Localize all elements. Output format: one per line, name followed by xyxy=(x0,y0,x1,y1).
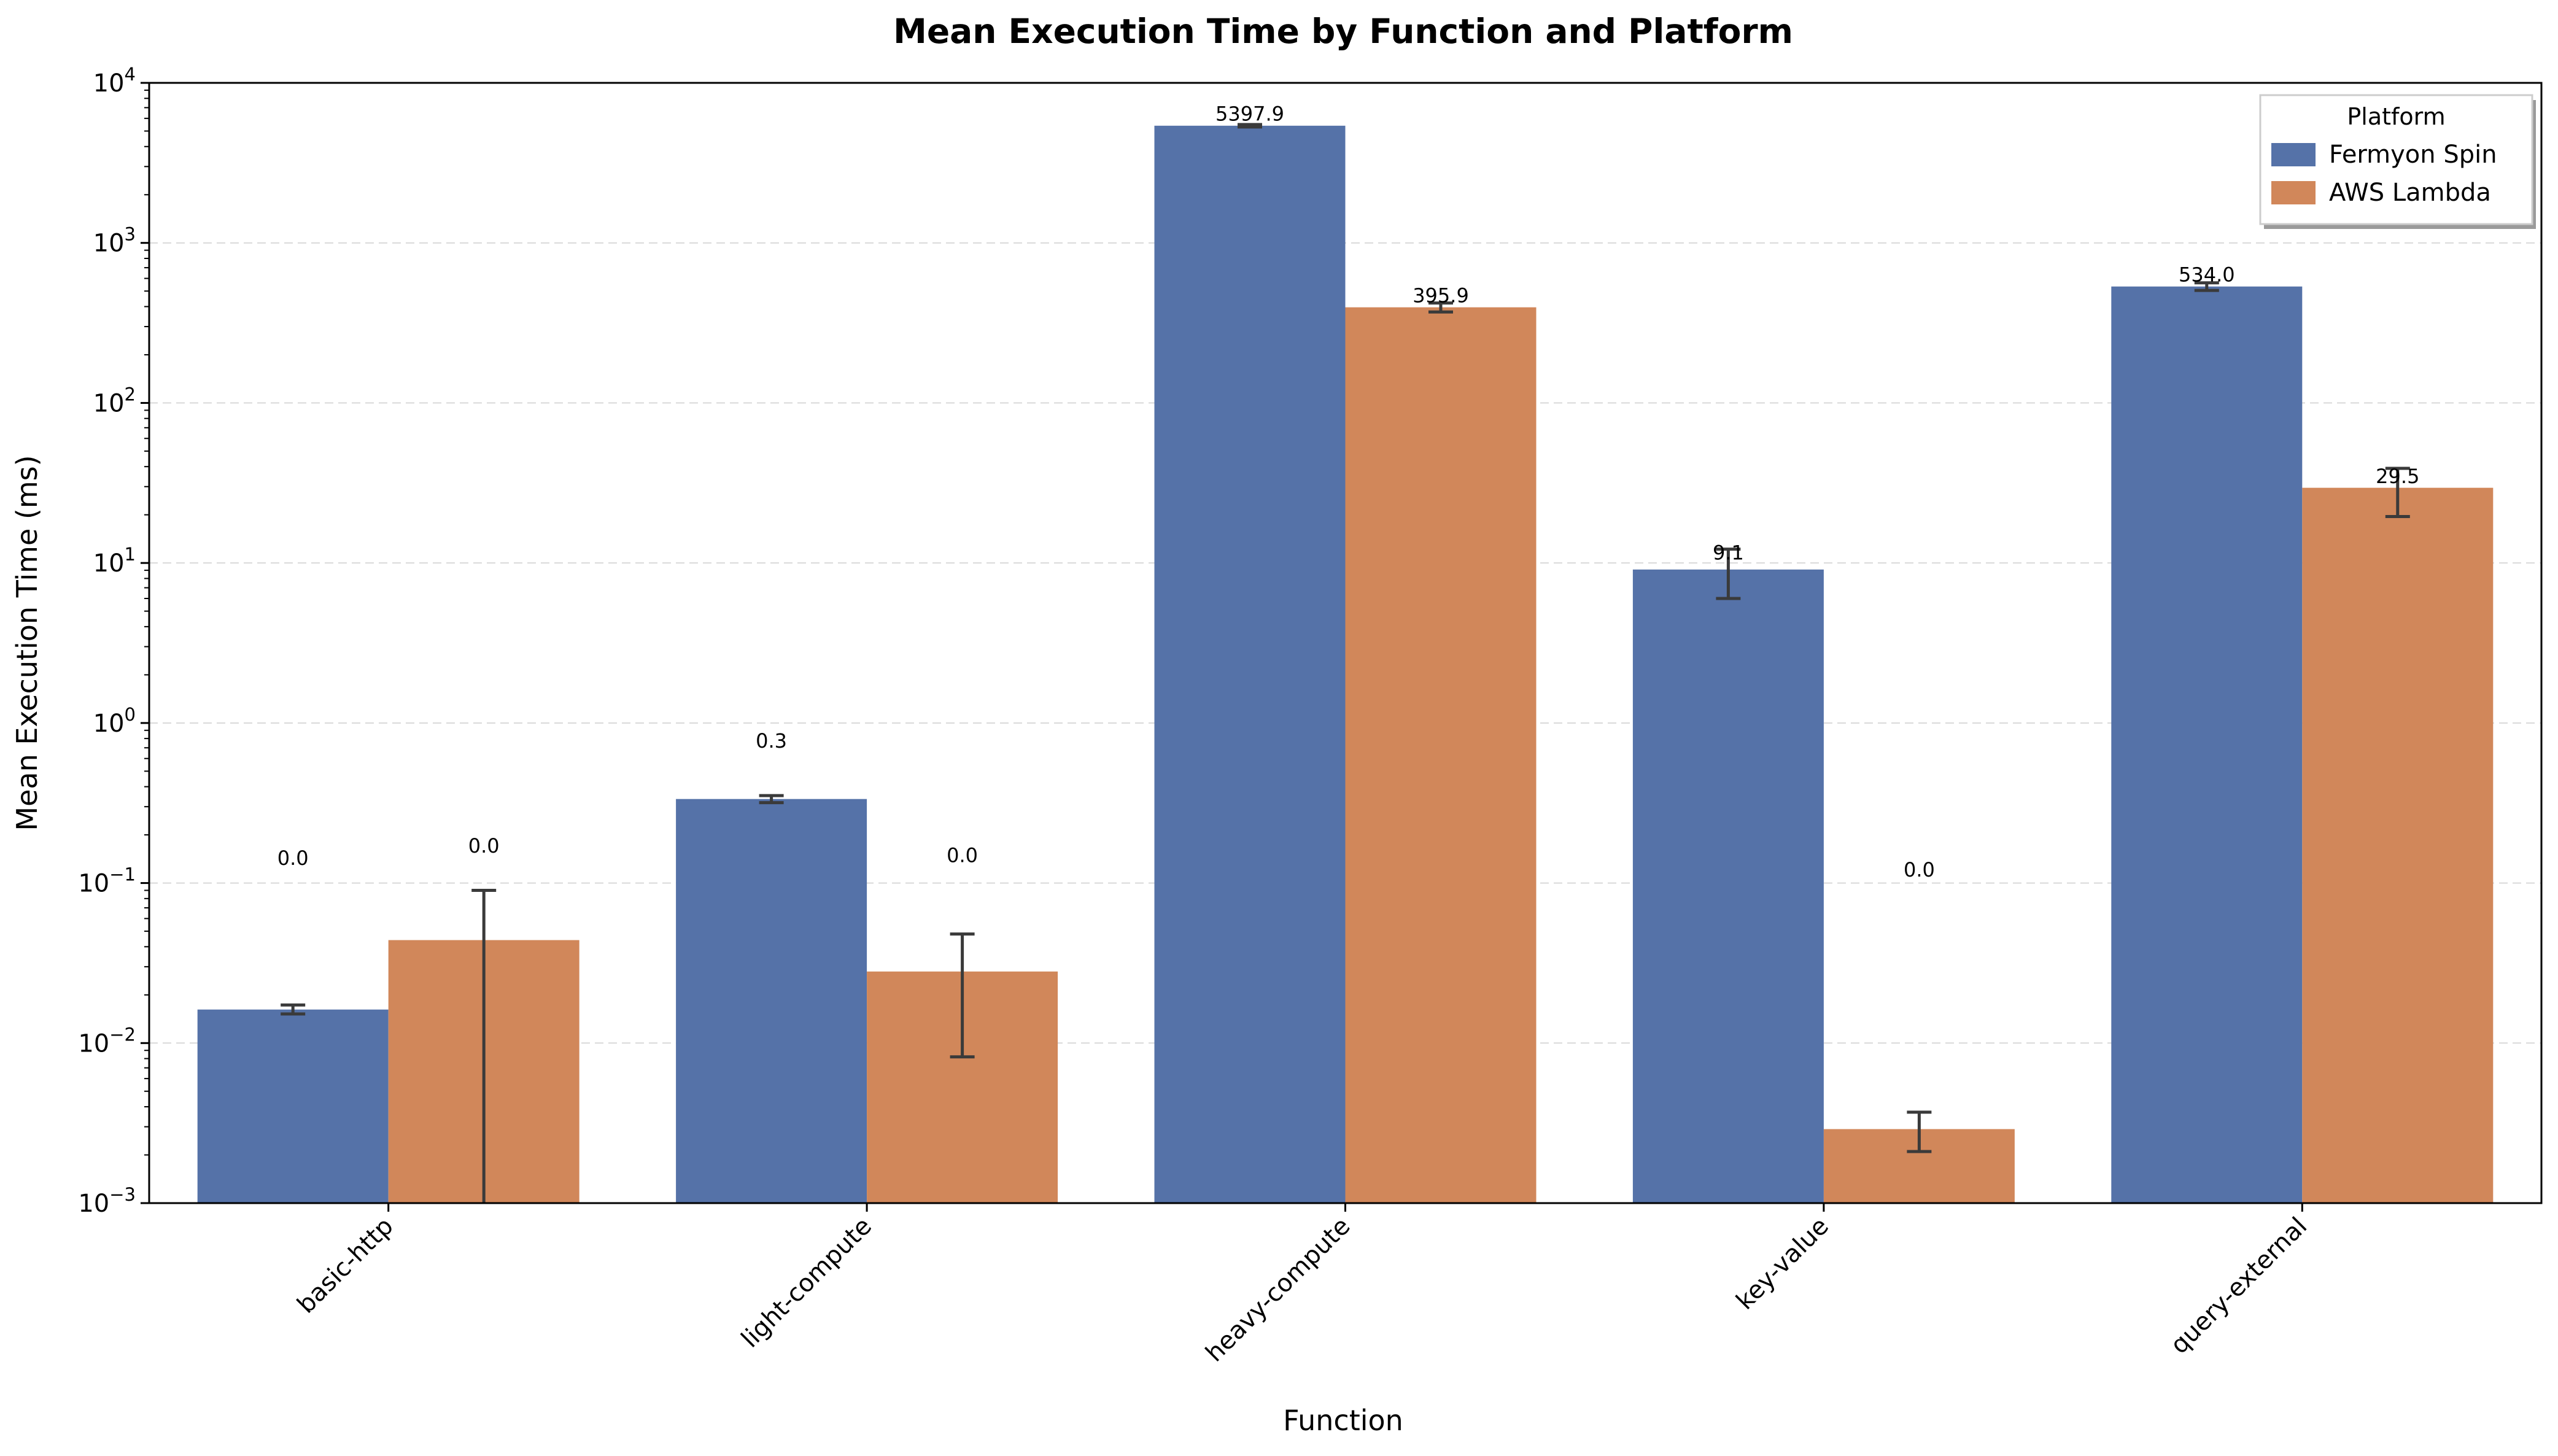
legend-title: Platform xyxy=(2347,103,2445,130)
data-label: 395.9 xyxy=(1413,284,1469,308)
y-tick-label: 100 xyxy=(93,704,136,738)
data-label: 0.0 xyxy=(468,834,500,858)
legend-label: Fermyon Spin xyxy=(2329,141,2497,169)
bar xyxy=(2302,487,2494,1203)
y-axis-label: Mean Execution Time (ms) xyxy=(10,455,44,831)
legend-swatch xyxy=(2271,181,2316,204)
legend-label: AWS Lambda xyxy=(2329,179,2491,207)
value-labels: 0.0 0.0 0.3 0.0 5397.9 395.9 9.1 0.0 534.0 29.5 xyxy=(277,103,2420,881)
legend-swatch xyxy=(2271,143,2316,166)
legend: Platform Fermyon Spin AWS Lambda xyxy=(2259,94,2536,229)
data-label: 0.0 xyxy=(1904,858,1935,881)
bar xyxy=(676,799,867,1203)
x-axis-label: Function xyxy=(1283,1404,1403,1437)
chart-title: Mean Execution Time by Function and Plat… xyxy=(893,12,1793,51)
data-label: 534.0 xyxy=(2179,263,2235,286)
error-bars xyxy=(281,123,2410,1203)
bar xyxy=(1632,569,1824,1204)
data-label: 5397.9 xyxy=(1215,103,1284,126)
bar xyxy=(1154,125,1346,1204)
data-label: 9.1 xyxy=(1713,541,1744,565)
bar xyxy=(2111,286,2303,1203)
y-tick-label: 10−3 xyxy=(78,1184,136,1218)
data-label: 0.3 xyxy=(756,729,787,753)
data-label: 0.0 xyxy=(277,846,309,870)
data-label: 0.0 xyxy=(947,844,978,867)
bar xyxy=(197,1009,389,1203)
bars xyxy=(197,125,2494,1204)
data-label: 29.5 xyxy=(2376,465,2419,488)
bar xyxy=(1345,307,1537,1203)
